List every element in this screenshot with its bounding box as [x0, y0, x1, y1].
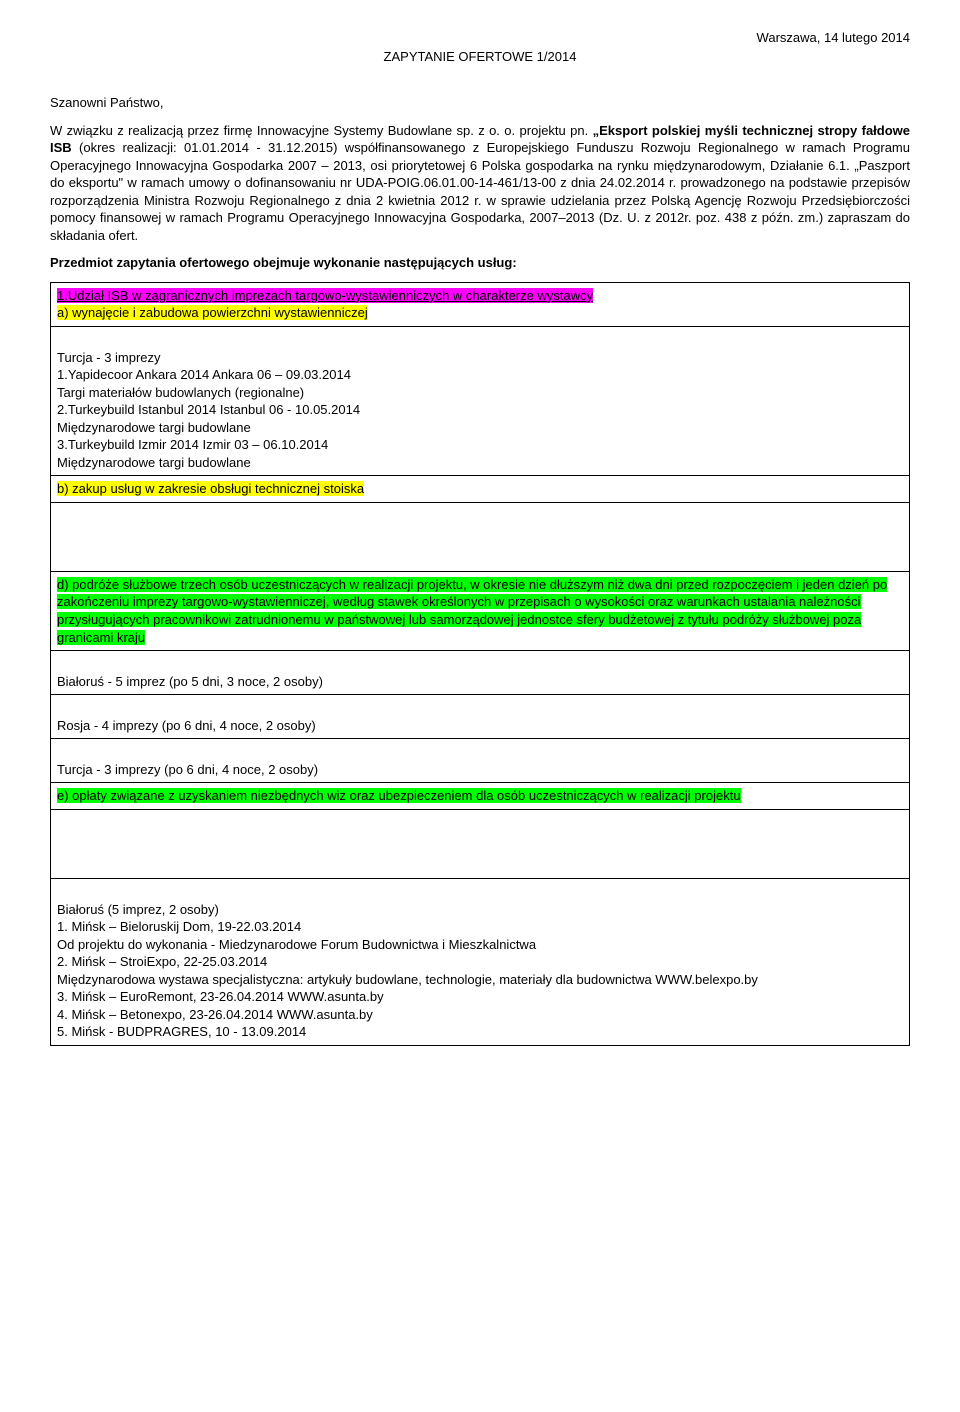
- cell-sub-e: e) opłaty związane z uzyskaniem niezbędn…: [51, 783, 910, 810]
- text-line: 3.Turkeybuild Izmir 2014 Izmir 03 – 06.1…: [57, 437, 328, 452]
- table-row: Białoruś - 5 imprez (po 5 dni, 3 noce, 2…: [51, 651, 910, 695]
- table-row: b) zakup usług w zakresie obsługi techni…: [51, 476, 910, 503]
- text-line: Turcja - 3 imprezy: [57, 350, 161, 365]
- text-line: Turcja - 3 imprezy (po 6 dni, 4 noce, 2 …: [57, 762, 318, 777]
- document-title: ZAPYTANIE OFERTOWE 1/2014: [50, 49, 910, 64]
- table-row: Białoruś (5 imprez, 2 osoby) 1. Mińsk – …: [51, 878, 910, 1045]
- text-line: 1. Mińsk – Bieloruskij Dom, 19-22.03.201…: [57, 919, 301, 934]
- text-line: Białoruś (5 imprez, 2 osoby): [57, 902, 219, 917]
- table-row: Rosja - 4 imprezy (po 6 dni, 4 noce, 2 o…: [51, 695, 910, 739]
- text-line: 1.Yapidecoor Ankara 2014 Ankara 06 – 09.…: [57, 367, 351, 382]
- section1-sub-a: a) wynajęcie i zabudowa powierzchni wyst…: [57, 305, 368, 320]
- services-table: 1.Udział ISB w zagranicznych imprezach t…: [50, 282, 910, 1046]
- text-line: 4. Mińsk – Betonexpo, 23-26.04.2014 WWW.…: [57, 1007, 373, 1022]
- table-row: Turcja - 3 imprezy (po 6 dni, 4 noce, 2 …: [51, 739, 910, 783]
- document-page: Warszawa, 14 lutego 2014 ZAPYTANIE OFERT…: [0, 0, 960, 1076]
- sub-d-text: d) podróże służbowe trzech osób uczestni…: [57, 577, 887, 645]
- intro-part1: W związku z realizacją przez firmę Innow…: [50, 123, 593, 138]
- text-line: Od projektu do wykonania - Miedzynarodow…: [57, 937, 536, 952]
- text-line: Rosja - 4 imprezy (po 6 dni, 4 noce, 2 o…: [57, 718, 316, 733]
- text-line: 2.Turkeybuild Istanbul 2014 Istanbul 06 …: [57, 402, 360, 417]
- cell-sub-d: d) podróże służbowe trzech osób uczestni…: [51, 571, 910, 650]
- text-line: Białoruś - 5 imprez (po 5 dni, 3 noce, 2…: [57, 674, 323, 689]
- intro-part2: (okres realizacji: 01.01.2014 - 31.12.20…: [50, 140, 910, 243]
- text-line: Międzynarodowe targi budowlane: [57, 420, 251, 435]
- cell-belarus-trips: Białoruś - 5 imprez (po 5 dni, 3 noce, 2…: [51, 651, 910, 695]
- cell-empty: [51, 502, 910, 571]
- text-line: 3. Mińsk – EuroRemont, 23-26.04.2014 WWW…: [57, 989, 384, 1004]
- table-row: [51, 809, 910, 878]
- cell-turkey-list: Turcja - 3 imprezy 1.Yapidecoor Ankara 2…: [51, 327, 910, 476]
- table-row: e) opłaty związane z uzyskaniem niezbędn…: [51, 783, 910, 810]
- cell-empty: [51, 809, 910, 878]
- table-row: d) podróże służbowe trzech osób uczestni…: [51, 571, 910, 650]
- date-location: Warszawa, 14 lutego 2014: [50, 30, 910, 45]
- text-line: Międzynarodowe targi budowlane: [57, 455, 251, 470]
- intro-paragraph: W związku z realizacją przez firmę Innow…: [50, 122, 910, 245]
- sub-e-text: e) opłaty związane z uzyskaniem niezbędn…: [57, 788, 741, 803]
- text-line: 5. Mińsk - BUDPRAGRES, 10 - 13.09.2014: [57, 1024, 306, 1039]
- subject-heading: Przedmiot zapytania ofertowego obejmuje …: [50, 254, 910, 272]
- text-line: Międzynarodowa wystawa specjalistyczna: …: [57, 972, 758, 987]
- cell-section1: 1.Udział ISB w zagranicznych imprezach t…: [51, 282, 910, 326]
- section1-title: 1.Udział ISB w zagranicznych imprezach t…: [57, 288, 593, 303]
- cell-sub-b: b) zakup usług w zakresie obsługi techni…: [51, 476, 910, 503]
- table-row: [51, 502, 910, 571]
- cell-russia-trips: Rosja - 4 imprezy (po 6 dni, 4 noce, 2 o…: [51, 695, 910, 739]
- cell-turkey-trips: Turcja - 3 imprezy (po 6 dni, 4 noce, 2 …: [51, 739, 910, 783]
- table-row: Turcja - 3 imprezy 1.Yapidecoor Ankara 2…: [51, 327, 910, 476]
- salutation: Szanowni Państwo,: [50, 94, 910, 112]
- cell-belarus-events: Białoruś (5 imprez, 2 osoby) 1. Mińsk – …: [51, 878, 910, 1045]
- text-line: Targi materiałów budowlanych (regionalne…: [57, 385, 304, 400]
- sub-b-text: b) zakup usług w zakresie obsługi techni…: [57, 481, 364, 496]
- table-row: 1.Udział ISB w zagranicznych imprezach t…: [51, 282, 910, 326]
- text-line: 2. Mińsk – StroiExpo, 22-25.03.2014: [57, 954, 267, 969]
